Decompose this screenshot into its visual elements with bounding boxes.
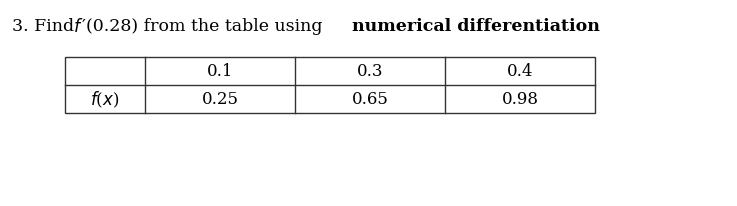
Text: 0.1: 0.1 — [207, 63, 233, 80]
Text: ′(0.28) from the table using: ′(0.28) from the table using — [82, 18, 328, 35]
Text: $\it{f}$($x$): $\it{f}$($x$) — [91, 89, 119, 110]
Bar — [65, 58, 595, 114]
Text: 3. Find: 3. Find — [12, 18, 80, 35]
Text: 0.98: 0.98 — [501, 91, 539, 108]
Text: $\it{f}$: $\it{f}$ — [73, 18, 83, 36]
Text: 0.65: 0.65 — [352, 91, 388, 108]
Text: 0.25: 0.25 — [201, 91, 239, 108]
Text: 0.3: 0.3 — [357, 63, 383, 80]
Text: 0.4: 0.4 — [507, 63, 534, 80]
Text: numerical differentiation: numerical differentiation — [352, 18, 600, 35]
